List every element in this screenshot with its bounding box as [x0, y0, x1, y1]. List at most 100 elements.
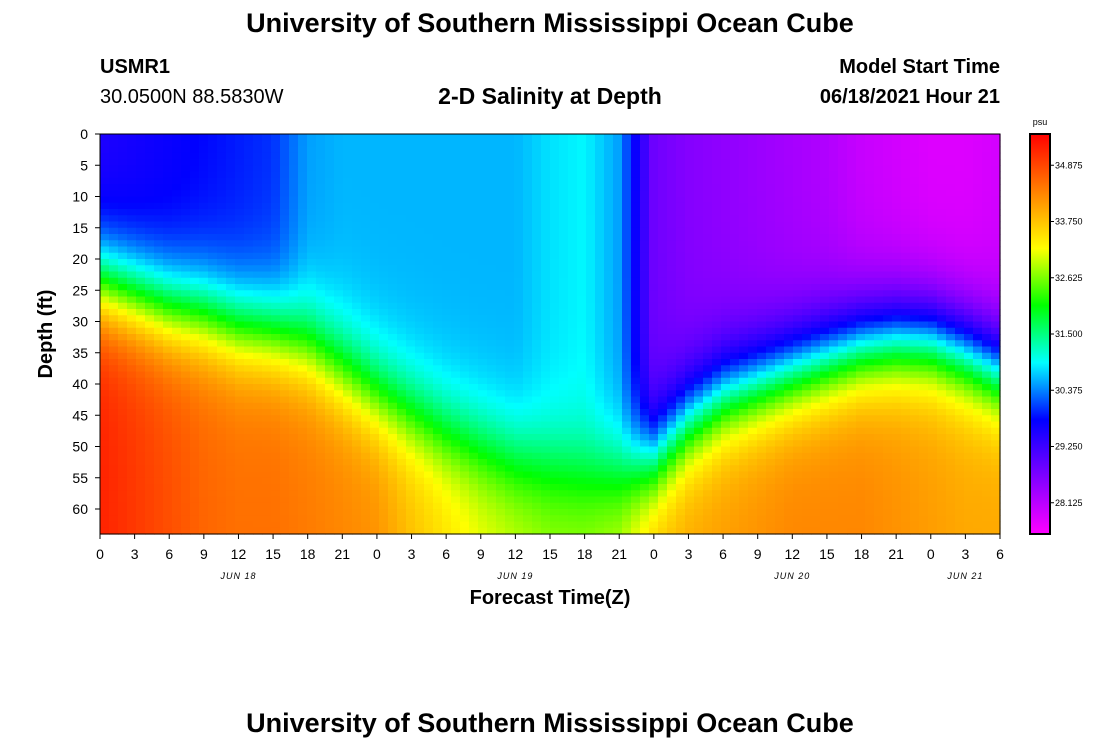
heatmap-cell — [496, 190, 506, 198]
heatmap-cell — [280, 421, 290, 429]
heatmap-cell — [478, 321, 488, 329]
heatmap-cell — [577, 365, 587, 373]
heatmap-cell — [469, 352, 479, 360]
heatmap-cell — [685, 409, 695, 416]
heatmap-cell — [208, 384, 218, 391]
heatmap-cell — [154, 484, 164, 491]
heatmap-cell — [397, 159, 407, 166]
heatmap-cell — [442, 177, 452, 185]
heatmap-cell — [118, 427, 128, 435]
heatmap-cell — [235, 146, 245, 154]
heatmap-cell — [271, 165, 281, 173]
heatmap-cell — [469, 290, 479, 298]
heatmap-cell — [541, 234, 551, 241]
heatmap-cell — [406, 409, 416, 416]
heatmap-cell — [793, 402, 803, 410]
heatmap-cell — [775, 365, 785, 373]
heatmap-cell — [694, 527, 704, 535]
heatmap-cell — [748, 290, 758, 298]
heatmap-cell — [127, 221, 137, 229]
heatmap-cell — [244, 190, 254, 198]
heatmap-cell — [253, 371, 263, 379]
heatmap-cell — [442, 215, 452, 223]
heatmap-cell — [721, 259, 731, 266]
heatmap-cell — [163, 165, 173, 173]
heatmap-cell — [442, 384, 452, 391]
heatmap-cell — [757, 402, 767, 410]
heatmap-cell — [379, 384, 389, 391]
heatmap-cell — [505, 190, 515, 198]
heatmap-cell — [406, 159, 416, 166]
heatmap-cell — [118, 259, 128, 266]
heatmap-cell — [451, 502, 461, 510]
heatmap-cell — [253, 246, 263, 254]
heatmap-cell — [496, 465, 506, 473]
heatmap-cell — [478, 196, 488, 204]
heatmap-cell — [424, 446, 434, 454]
heatmap-cell — [334, 415, 344, 423]
heatmap-cell — [712, 240, 722, 248]
heatmap-cell — [568, 221, 578, 229]
heatmap-cell — [667, 140, 677, 148]
heatmap-cell — [244, 515, 254, 523]
heatmap-cell — [127, 452, 137, 460]
heatmap-cell — [559, 246, 569, 254]
heatmap-cell — [532, 184, 542, 191]
heatmap-cell — [289, 340, 299, 348]
heatmap-cell — [244, 452, 254, 460]
heatmap-cell — [433, 134, 443, 141]
heatmap-cell — [730, 309, 740, 316]
heatmap-cell — [523, 184, 533, 191]
heatmap-cell — [109, 465, 119, 473]
heatmap-cell — [523, 284, 533, 291]
heatmap-cell — [442, 290, 452, 298]
heatmap-cell — [451, 152, 461, 160]
heatmap-cell — [487, 240, 497, 248]
heatmap-cell — [703, 340, 713, 348]
heatmap-cell — [523, 259, 533, 266]
heatmap-cell — [244, 227, 254, 235]
heatmap-cell — [316, 227, 326, 235]
heatmap-cell — [163, 402, 173, 410]
heatmap-cell — [712, 484, 722, 491]
heatmap-cell — [190, 215, 200, 223]
heatmap-cell — [244, 390, 254, 398]
heatmap-cell — [487, 152, 497, 160]
heatmap-cell — [208, 402, 218, 410]
heatmap-cell — [397, 184, 407, 191]
heatmap-cell — [406, 290, 416, 298]
heatmap-cell — [406, 259, 416, 266]
heatmap-cell — [604, 452, 614, 460]
heatmap-cell — [109, 421, 119, 429]
heatmap-cell — [325, 215, 335, 223]
heatmap-cell — [127, 352, 137, 360]
heatmap-cell — [487, 490, 497, 498]
heatmap-cell — [253, 409, 263, 416]
heatmap-cell — [217, 471, 227, 479]
heatmap-cell — [604, 315, 614, 323]
heatmap-cell — [244, 459, 254, 466]
heatmap-cell — [577, 271, 587, 279]
heatmap-cell — [523, 477, 533, 485]
heatmap-cell — [334, 146, 344, 154]
heatmap-cell — [658, 321, 668, 329]
heatmap-cell — [163, 409, 173, 416]
heatmap-cell — [244, 146, 254, 154]
heatmap-cell — [568, 227, 578, 235]
heatmap-cell — [739, 227, 749, 235]
heatmap-cell — [757, 152, 767, 160]
heatmap-cell — [685, 309, 695, 316]
heatmap-cell — [100, 159, 110, 166]
heatmap-cell — [127, 359, 137, 366]
heatmap-cell — [505, 346, 515, 354]
heatmap-cell — [523, 496, 533, 504]
heatmap-cell — [145, 259, 155, 266]
heatmap-cell — [100, 209, 110, 216]
heatmap-cell — [415, 515, 425, 523]
heatmap-cell — [145, 377, 155, 385]
heatmap-cell — [415, 377, 425, 385]
heatmap-cell — [451, 446, 461, 454]
heatmap-cell — [217, 402, 227, 410]
heatmap-cell — [577, 465, 587, 473]
heatmap-cell — [235, 340, 245, 348]
